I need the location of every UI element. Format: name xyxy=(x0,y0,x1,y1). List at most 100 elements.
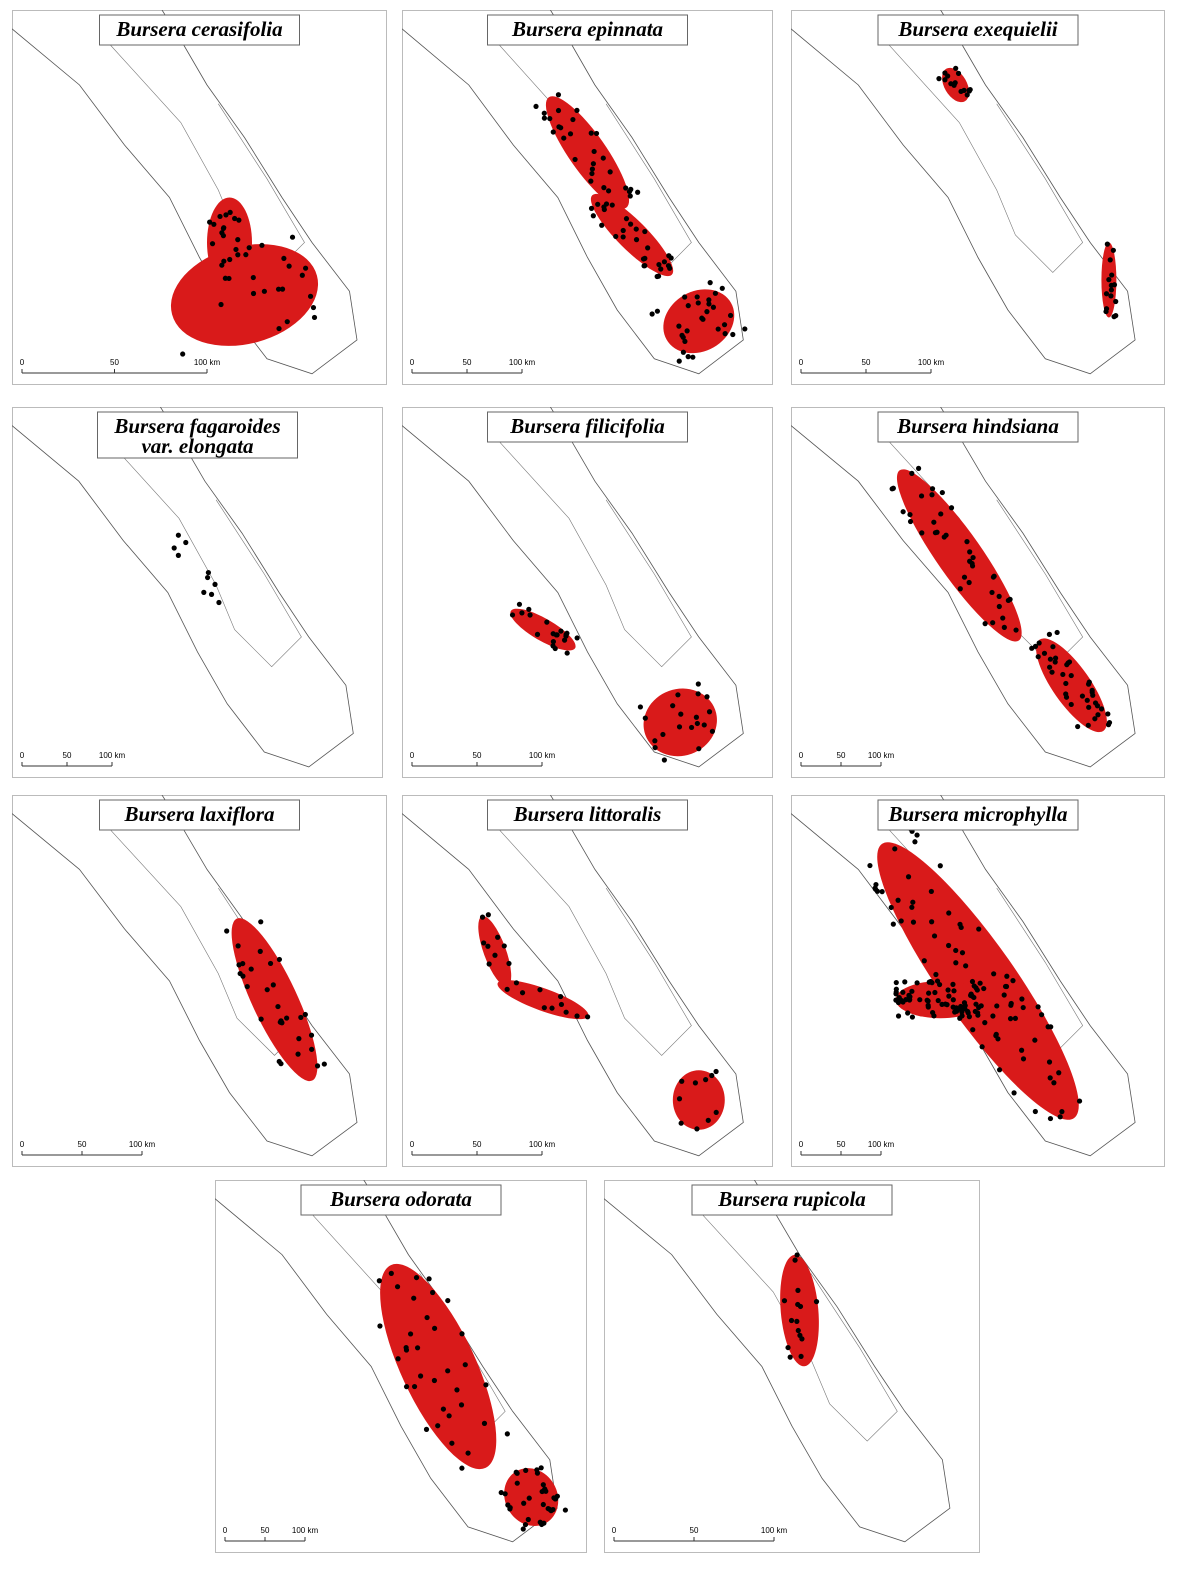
occurrence-point xyxy=(907,996,913,1003)
occurrence-point xyxy=(572,156,578,163)
occurrence-point xyxy=(973,1001,979,1007)
occurrence-point xyxy=(979,1044,985,1050)
occurrence-point xyxy=(175,532,181,538)
scale-label: 0 xyxy=(410,1140,415,1149)
occurrence-point xyxy=(710,304,717,310)
occurrence-point xyxy=(945,73,951,79)
occurrence-point xyxy=(295,1051,301,1057)
occurrence-point xyxy=(446,1413,452,1419)
occurrence-point xyxy=(678,1120,684,1126)
occurrence-point xyxy=(1041,650,1048,656)
distribution-area xyxy=(877,842,1079,1120)
occurrence-point xyxy=(1001,624,1007,630)
occurrence-point xyxy=(1110,247,1116,253)
occurrence-point xyxy=(1094,703,1101,709)
occurrence-point xyxy=(506,960,512,967)
occurrence-point xyxy=(912,839,918,845)
occurrence-point xyxy=(905,1010,911,1016)
occurrence-point xyxy=(1085,681,1092,687)
occurrence-point xyxy=(521,1500,527,1506)
occurrence-point xyxy=(1019,1047,1025,1053)
occurrence-point xyxy=(299,272,305,278)
occurrence-point xyxy=(564,650,570,656)
occurrence-point xyxy=(666,253,672,259)
occurrence-point xyxy=(1047,664,1053,670)
occurrence-point xyxy=(431,1325,438,1331)
occurrence-point xyxy=(893,991,899,997)
occurrence-point xyxy=(879,889,885,895)
occurrence-point xyxy=(1036,640,1042,646)
occurrence-point xyxy=(703,1077,709,1083)
occurrence-point xyxy=(394,1284,401,1290)
occurrence-point xyxy=(795,1287,801,1293)
occurrence-point xyxy=(259,242,265,248)
occurrence-point xyxy=(426,1276,432,1282)
occurrence-point xyxy=(601,206,607,213)
occurrence-point xyxy=(1046,1059,1053,1065)
occurrence-point xyxy=(730,331,736,338)
occurrence-point xyxy=(942,1001,949,1007)
occurrence-point xyxy=(430,1289,436,1296)
occurrence-point xyxy=(676,358,682,364)
occurrence-point xyxy=(276,1058,282,1065)
occurrence-point xyxy=(682,294,688,300)
occurrence-point xyxy=(654,308,661,314)
distribution-area xyxy=(170,244,319,346)
occurrence-point xyxy=(950,1004,956,1010)
occurrence-point xyxy=(968,991,974,997)
occurrence-point xyxy=(635,189,641,195)
occurrence-point xyxy=(277,1019,283,1025)
occurrence-point xyxy=(990,574,997,580)
occurrence-point xyxy=(966,579,972,586)
occurrence-point xyxy=(1051,1080,1057,1086)
title-box xyxy=(487,14,688,46)
occurrence-point xyxy=(684,328,690,334)
distribution-area xyxy=(780,1254,819,1367)
occurrence-point xyxy=(216,599,222,606)
occurrence-point xyxy=(722,331,728,337)
distribution-area xyxy=(545,96,630,209)
occurrence-point xyxy=(699,315,705,321)
occurrence-point xyxy=(966,88,972,94)
occurrence-point xyxy=(917,997,923,1003)
occurrence-point xyxy=(785,1344,791,1351)
occurrence-point xyxy=(685,303,691,309)
occurrence-point xyxy=(227,209,233,215)
occurrence-point xyxy=(1003,983,1010,990)
occurrence-point xyxy=(593,130,600,137)
contour-line xyxy=(494,824,692,1056)
occurrence-point xyxy=(1057,1114,1063,1120)
coastline xyxy=(604,1180,951,1543)
map-panel: Bursera microphylla 0 50 100 km xyxy=(791,795,1165,1167)
occurrence-point xyxy=(541,115,548,121)
coastline xyxy=(12,407,354,768)
occurrence-point xyxy=(224,928,230,934)
occurrence-point xyxy=(903,997,909,1003)
occurrence-point xyxy=(893,979,899,986)
panel-title: Bursera microphylla xyxy=(887,802,1067,826)
occurrence-point xyxy=(704,309,710,315)
occurrence-point xyxy=(695,681,701,687)
scale-label: 0 xyxy=(799,1140,804,1149)
occurrence-point xyxy=(907,518,914,525)
occurrence-point xyxy=(929,919,935,925)
occurrence-point xyxy=(417,1373,424,1379)
occurrence-point xyxy=(642,228,648,235)
scale-label: 0 xyxy=(410,358,415,367)
occurrence-point xyxy=(645,245,651,251)
occurrence-point xyxy=(952,80,958,86)
occurrence-point xyxy=(1075,723,1081,730)
occurrence-point xyxy=(522,1521,529,1528)
occurrence-point xyxy=(915,465,922,471)
occurrence-point xyxy=(201,589,207,595)
occurrence-point xyxy=(958,1003,964,1010)
occurrence-point xyxy=(948,505,955,511)
occurrence-point xyxy=(607,169,613,175)
map-panel: Bursera cerasifolia 0 50 100 km xyxy=(12,10,387,385)
occurrence-point xyxy=(250,290,257,297)
occurrence-point xyxy=(549,1005,555,1011)
occurrence-point xyxy=(205,569,212,576)
occurrence-point xyxy=(1052,655,1059,661)
occurrence-point xyxy=(893,986,899,992)
scale-label: 0 xyxy=(799,751,804,760)
